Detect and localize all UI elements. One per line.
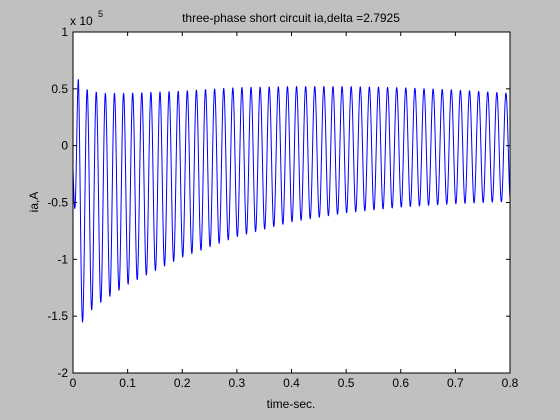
x-tick-label: 0.5 [338, 376, 355, 390]
x-tick-label: 0.1 [119, 376, 136, 390]
x-axis-label: time-sec. [267, 397, 316, 411]
x-tick-label: 0 [70, 376, 77, 390]
y-axis-ticks: -2 -1.5 -1 -0.5 0 0.5 1 [47, 25, 510, 380]
y-tick-label: 0 [61, 139, 68, 153]
y-tick-label: 1 [61, 25, 68, 39]
chart-title: three-phase short circuit ia,delta =2.79… [182, 11, 400, 25]
y-tick-label: -1 [57, 252, 68, 266]
y-tick-label: 0.5 [51, 82, 68, 96]
x-tick-label: 0.2 [174, 376, 191, 390]
y-tick-label: -0.5 [47, 196, 68, 210]
x-axis-ticks: 0 0.1 0.2 0.3 0.4 0.5 0.6 0.7 0.8 [70, 32, 519, 390]
y-exponent-prefix: x 10 [70, 14, 93, 28]
y-exponent-power: 5 [98, 9, 103, 19]
y-axis-label: ia,A [27, 192, 41, 213]
x-tick-label: 0.7 [447, 376, 464, 390]
x-tick-label: 0.4 [283, 376, 300, 390]
x-tick-label: 0.8 [502, 376, 519, 390]
x-tick-label: 0.3 [229, 376, 246, 390]
y-tick-label: -1.5 [47, 309, 68, 323]
ia-series-line [72, 78, 511, 323]
x-tick-label: 0.6 [392, 376, 409, 390]
current-trace [72, 78, 511, 323]
plot-area [73, 32, 510, 373]
y-tick-label: -2 [57, 366, 68, 380]
